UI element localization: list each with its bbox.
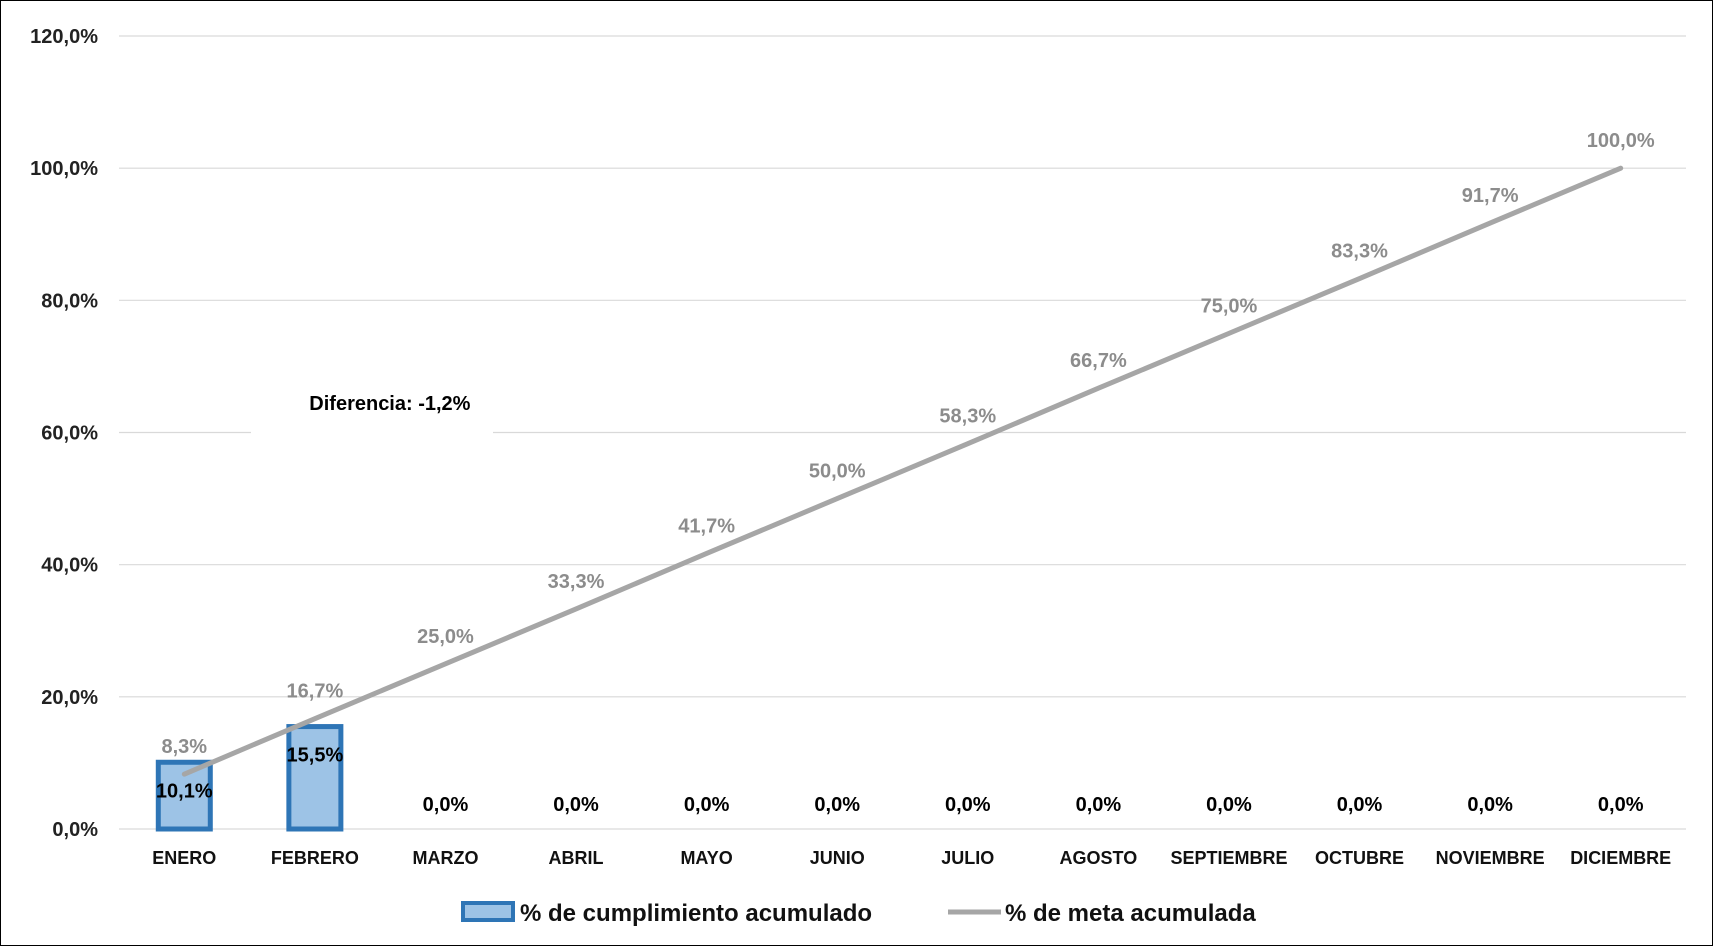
- legend-label-bar: % de cumplimiento acumulado: [520, 900, 872, 927]
- bar: [286, 724, 344, 832]
- bar-data-label: 0,0%: [553, 794, 599, 816]
- bar-data-label: 0,0%: [1206, 794, 1252, 816]
- legend-swatch-bar: [461, 901, 515, 922]
- y-tick-label: 0,0%: [52, 819, 98, 841]
- y-tick-label: 20,0%: [41, 687, 98, 709]
- x-tick-label: MAYO: [680, 848, 732, 868]
- x-tick-label: MARZO: [412, 848, 478, 868]
- bar-data-label: 15,5%: [287, 745, 344, 767]
- legend-label-line: % de meta acumulada: [1005, 900, 1256, 927]
- line-data-label: 50,0%: [809, 461, 866, 483]
- y-tick-label: 120,0%: [30, 26, 98, 48]
- bar-data-label: 0,0%: [1076, 794, 1122, 816]
- bar-data-label: 0,0%: [1337, 794, 1383, 816]
- y-tick-label: 80,0%: [41, 290, 98, 312]
- y-tick-label: 40,0%: [41, 555, 98, 577]
- x-tick-label: AGOSTO: [1060, 848, 1138, 868]
- line-data-label: 83,3%: [1331, 241, 1388, 263]
- line-data-label: 91,7%: [1462, 185, 1519, 207]
- line-data-label: 41,7%: [678, 515, 735, 537]
- bar-data-label: 0,0%: [423, 794, 469, 816]
- y-tick-label: 60,0%: [41, 423, 98, 445]
- x-tick-label: JULIO: [941, 848, 994, 868]
- bar-data-label: 0,0%: [814, 794, 860, 816]
- bar-data-label: 10,1%: [156, 780, 213, 802]
- x-tick-label: ABRIL: [549, 848, 604, 868]
- bar-data-label: 0,0%: [1598, 794, 1644, 816]
- bar-data-label: 0,0%: [945, 794, 991, 816]
- y-tick-label: 100,0%: [30, 158, 98, 180]
- bar-data-label: 0,0%: [1467, 794, 1513, 816]
- meta-line: [181, 165, 1624, 777]
- x-tick-label: NOVIEMBRE: [1436, 848, 1545, 868]
- bar-data-label: 0,0%: [684, 794, 730, 816]
- line-data-label: 58,3%: [939, 406, 996, 428]
- x-tick-label: FEBRERO: [271, 848, 359, 868]
- line-data-label: 66,7%: [1070, 350, 1127, 372]
- x-tick-label: DICIEMBRE: [1570, 848, 1671, 868]
- x-tick-label: SEPTIEMBRE: [1170, 848, 1287, 868]
- x-tick-label: OCTUBRE: [1315, 848, 1404, 868]
- difference-annotation: Diferencia: -1,2%: [309, 393, 470, 415]
- line-data-label: 33,3%: [548, 571, 605, 593]
- line-data-label: 25,0%: [417, 626, 474, 648]
- line-data-label: 8,3%: [161, 736, 207, 758]
- x-tick-label: JUNIO: [810, 848, 865, 868]
- line-data-label: 100,0%: [1587, 130, 1655, 152]
- line-data-label: 75,0%: [1201, 295, 1258, 317]
- line-data-label: 16,7%: [287, 681, 344, 703]
- x-tick-label: ENERO: [152, 848, 216, 868]
